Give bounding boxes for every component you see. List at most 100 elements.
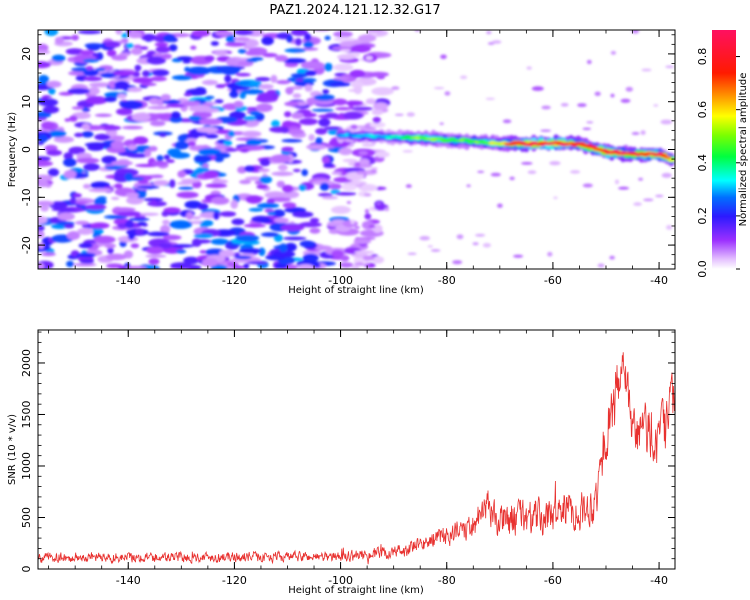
noise-blob-824 xyxy=(356,170,367,175)
noise-blob-788 xyxy=(292,93,302,99)
y-tick-label-4: 2000 xyxy=(20,349,33,377)
noise-blob-442 xyxy=(314,245,333,251)
noise-blob-587 xyxy=(351,265,360,269)
noise-blob-734 xyxy=(128,232,135,240)
noise-blob-505 xyxy=(205,183,228,189)
noise-blob-779 xyxy=(125,220,134,229)
noise-blob-283 xyxy=(152,180,170,186)
noise-blob-794 xyxy=(353,85,363,95)
noise-blob-598 xyxy=(143,197,164,202)
noise-blob-381 xyxy=(324,35,331,41)
noise-blob-648 xyxy=(361,143,375,147)
noise-blob-849 xyxy=(259,158,271,167)
noise-blob-967 xyxy=(477,170,485,173)
noise-blob-275 xyxy=(155,98,166,106)
noise-blob-798 xyxy=(272,93,279,99)
noise-blob-756 xyxy=(245,195,262,204)
noise-blob-993 xyxy=(640,130,646,136)
noise-blob-949 xyxy=(299,221,322,228)
noise-blob-634 xyxy=(273,250,296,258)
noise-blob-475 xyxy=(88,82,113,88)
noise-blob-239 xyxy=(304,84,313,92)
noise-blob-641 xyxy=(230,199,238,209)
noise-blob-531 xyxy=(79,259,95,264)
noise-blob-902 xyxy=(119,52,131,57)
noise-blob-228 xyxy=(81,131,94,138)
noise-blob-672 xyxy=(191,30,211,37)
noise-blob-182 xyxy=(169,179,176,188)
noise-blob-610 xyxy=(291,112,304,119)
noise-blob-174 xyxy=(255,103,273,112)
noise-blob-293 xyxy=(372,256,385,264)
noise-blob-330 xyxy=(65,48,84,55)
noise-blob-707 xyxy=(104,96,117,103)
noise-blob-225 xyxy=(147,201,167,207)
x-tick-label-4: -60 xyxy=(544,574,562,587)
noise-blob-799 xyxy=(259,175,273,184)
noise-blob-859 xyxy=(127,31,143,39)
noise-blob-498 xyxy=(53,136,75,143)
noise-blob-337 xyxy=(155,46,171,53)
noise-blob-954 xyxy=(466,184,471,188)
noise-blob-496 xyxy=(152,174,163,179)
noise-blob-921 xyxy=(204,55,215,62)
noise-blob-720 xyxy=(76,252,96,258)
noise-blob-390 xyxy=(350,106,373,111)
noise-blob-311 xyxy=(278,164,288,171)
noise-blob-776 xyxy=(134,64,142,72)
noise-blob-644 xyxy=(171,75,193,81)
noise-blob-710 xyxy=(205,95,215,100)
noise-blob-878 xyxy=(250,57,264,61)
noise-blob-792 xyxy=(128,217,150,221)
noise-blob-964 xyxy=(661,172,672,178)
noise-blob-915 xyxy=(243,116,257,121)
noise-blob-570 xyxy=(340,255,350,262)
noise-blob-894 xyxy=(234,30,254,36)
noise-blob-611 xyxy=(95,67,106,72)
noise-blob-1008 xyxy=(456,234,464,240)
noise-blob-953 xyxy=(641,68,652,72)
noise-blob-989 xyxy=(509,176,515,181)
noise-blob-219 xyxy=(38,43,49,52)
noise-blob-930 xyxy=(290,73,308,78)
noise-blob-999 xyxy=(620,98,631,103)
noise-blob-1024 xyxy=(666,225,673,230)
noise-blob-873 xyxy=(235,234,260,242)
noise-blob-807 xyxy=(170,262,192,269)
noise-blob-758 xyxy=(181,100,201,107)
noise-blob-499 xyxy=(38,61,51,69)
noise-blob-264 xyxy=(258,168,270,173)
noise-blob-551 xyxy=(38,242,45,249)
noise-blob-666 xyxy=(213,211,220,220)
noise-blob-708 xyxy=(84,43,104,48)
noise-blob-714 xyxy=(202,144,209,148)
noise-blob-1010 xyxy=(358,151,368,155)
noise-blob-979 xyxy=(577,103,587,107)
noise-blob-797 xyxy=(41,121,55,130)
noise-blob-671 xyxy=(177,136,188,142)
noise-blob-1000 xyxy=(485,97,495,100)
noise-blob-253 xyxy=(38,156,51,162)
noise-blob-278 xyxy=(77,30,102,35)
noise-blob-906 xyxy=(304,70,317,76)
noise-blob-240 xyxy=(270,74,278,83)
noise-blob-127 xyxy=(282,190,300,199)
noise-blob-382 xyxy=(132,77,154,84)
noise-blob-874 xyxy=(64,223,75,229)
noise-blob-281 xyxy=(135,190,147,199)
noise-blob-155 xyxy=(184,200,202,209)
noise-blob-614 xyxy=(159,242,173,249)
noise-blob-569 xyxy=(274,55,288,62)
noise-blob-340 xyxy=(199,250,207,254)
noise-blob-1021 xyxy=(527,170,537,174)
noise-blob-1016 xyxy=(553,196,558,200)
noise-blob-955 xyxy=(497,203,503,208)
noise-blob-740 xyxy=(292,211,314,218)
noise-blob-942 xyxy=(247,261,268,265)
noise-blob-769 xyxy=(338,147,353,156)
noise-blob-718 xyxy=(195,167,210,173)
noise-blob-948 xyxy=(83,76,103,82)
noise-blob-759 xyxy=(187,66,211,76)
noise-blob-552 xyxy=(103,215,128,219)
noise-blob-654 xyxy=(159,224,171,234)
